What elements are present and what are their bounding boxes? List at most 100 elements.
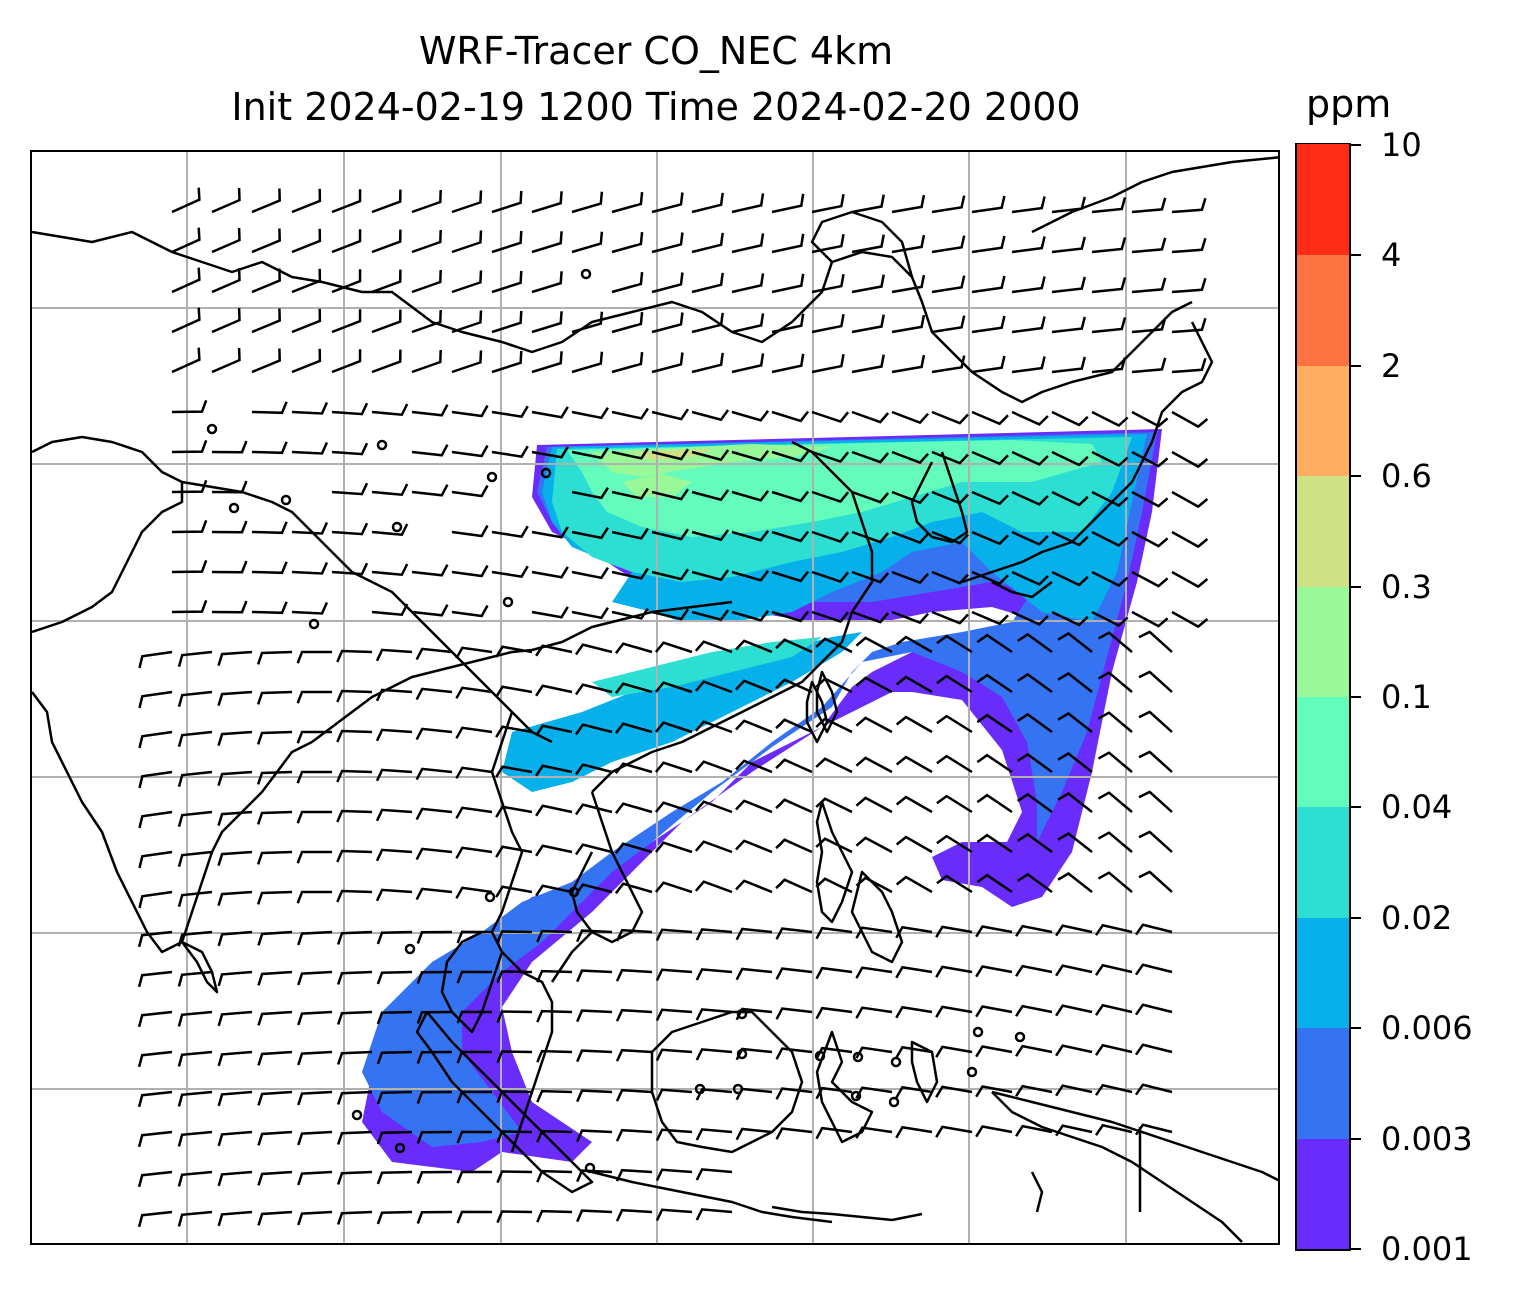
wind-barb [171, 347, 201, 374]
wind-barb [1134, 1003, 1173, 1016]
wind-barb [571, 191, 604, 214]
wind-barb [217, 850, 253, 866]
wind-barb [775, 1047, 813, 1060]
wind-barb [291, 268, 322, 294]
wind-barb [1097, 871, 1133, 893]
wind-barb [1138, 670, 1173, 693]
wind-barb [336, 1210, 373, 1225]
wind-barb [931, 450, 969, 465]
wind-barb [495, 685, 533, 698]
wind-barb [376, 1170, 413, 1185]
wind-barb [256, 730, 293, 745]
wind-barb [615, 928, 653, 942]
wind-barb [614, 802, 653, 815]
wind-barb [611, 447, 649, 460]
wind-barb [451, 270, 483, 294]
wind-barb [296, 850, 332, 864]
wind-barb [257, 970, 293, 986]
wind-barb [775, 638, 813, 654]
wind-barb [1131, 450, 1169, 468]
wind-barb [1138, 870, 1173, 893]
wind-barb [815, 837, 853, 854]
wind-barb [415, 887, 453, 901]
wind-barb [455, 846, 493, 859]
wind-barb [291, 188, 322, 214]
wind-barb [895, 795, 933, 814]
wind-barb [177, 970, 213, 987]
wind-barb [1134, 963, 1173, 976]
wind-barb [375, 808, 413, 822]
wind-barb [217, 1090, 253, 1107]
wind-barb [495, 845, 533, 858]
wind-barb [971, 195, 1006, 214]
wind-barb [731, 529, 770, 542]
wind-barb [251, 228, 281, 254]
wind-barb [1094, 923, 1133, 936]
wind-barb [655, 1128, 693, 1142]
wind-barb [331, 482, 369, 496]
wind-barb [731, 489, 770, 502]
wind-barb [531, 311, 563, 334]
wind-barb [931, 275, 966, 294]
wind-barb [976, 673, 1013, 694]
wind-barb [456, 1170, 493, 1184]
wind-barb [695, 928, 733, 941]
wind-barb [138, 770, 173, 789]
wind-barb [654, 761, 693, 774]
wind-barb [296, 690, 332, 704]
wind-barb [297, 930, 333, 946]
wind-barb [1171, 410, 1209, 429]
wind-barb [811, 530, 850, 543]
wind-barb [811, 273, 845, 294]
wind-barb [1091, 237, 1127, 254]
wind-barb [895, 1005, 933, 1019]
wind-barb [1051, 610, 1089, 627]
wind-barb [571, 231, 604, 254]
wind-barb [177, 1010, 213, 1027]
wind-barb [611, 607, 649, 620]
wind-barb [1134, 923, 1173, 936]
wind-barb [1091, 410, 1129, 428]
wind-barb [1094, 1003, 1133, 1016]
wind-barb [371, 349, 402, 374]
wind-barb [815, 677, 853, 694]
wind-barb [531, 606, 569, 619]
wind-barb [211, 520, 248, 534]
wind-barb [735, 639, 773, 654]
wind-barb [771, 610, 810, 623]
wind-barb [336, 1010, 373, 1025]
wind-barb [376, 1010, 413, 1025]
wind-barb [975, 965, 1013, 978]
wind-barb [1057, 791, 1093, 813]
wind-barb [495, 725, 533, 738]
wind-barb [251, 348, 281, 374]
wind-barb [1011, 196, 1046, 214]
wind-barb [451, 230, 483, 254]
wind-barb [331, 442, 369, 456]
wind-barb [411, 404, 449, 417]
wind-barb [971, 355, 1006, 374]
wind-barb [491, 445, 529, 458]
wind-barb [495, 645, 533, 658]
wind-barb [735, 1127, 773, 1141]
wind-barb [1131, 570, 1169, 588]
wind-barb [1131, 490, 1169, 508]
wind-barb [1134, 1123, 1173, 1136]
wind-barb [695, 1048, 733, 1061]
wind-barb [297, 1170, 333, 1186]
wind-barb [1131, 530, 1169, 548]
wind-barb [371, 229, 402, 254]
wind-barb [855, 636, 893, 654]
wind-barb [217, 690, 253, 706]
wind-barb [1051, 530, 1089, 547]
wind-barb [456, 1130, 493, 1144]
wind-barb [775, 678, 813, 694]
wind-barb [496, 1170, 533, 1184]
wind-barb [1097, 671, 1133, 693]
wind-barb [895, 635, 933, 654]
wind-barb [336, 1170, 373, 1185]
wind-barb [851, 450, 890, 464]
wind-barb [375, 888, 413, 902]
wind-barb [855, 1046, 893, 1059]
wind-barb [211, 480, 248, 494]
